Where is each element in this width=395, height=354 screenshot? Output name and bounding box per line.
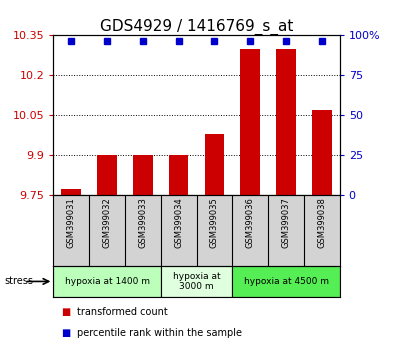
Text: ■: ■ — [61, 307, 70, 316]
Text: hypoxia at 4500 m: hypoxia at 4500 m — [243, 277, 329, 286]
Bar — [133, 155, 152, 195]
Text: GSM399037: GSM399037 — [282, 197, 290, 248]
Bar — [276, 48, 296, 195]
Bar — [241, 48, 260, 195]
Text: ■: ■ — [61, 328, 70, 338]
Title: GDS4929 / 1416769_s_at: GDS4929 / 1416769_s_at — [100, 19, 293, 35]
Bar — [169, 155, 188, 195]
Text: transformed count: transformed count — [77, 307, 168, 316]
Text: percentile rank within the sample: percentile rank within the sample — [77, 328, 242, 338]
Text: stress: stress — [4, 276, 33, 286]
Text: GSM399036: GSM399036 — [246, 197, 255, 248]
Bar — [97, 155, 117, 195]
Text: GSM399032: GSM399032 — [103, 197, 111, 247]
Text: hypoxia at 1400 m: hypoxia at 1400 m — [64, 277, 150, 286]
Text: GSM399031: GSM399031 — [67, 197, 76, 247]
Text: GSM399038: GSM399038 — [317, 197, 326, 248]
Text: GSM399035: GSM399035 — [210, 197, 219, 247]
Bar — [161, 266, 232, 297]
Bar — [312, 110, 332, 195]
Bar — [61, 189, 81, 195]
Bar — [205, 133, 224, 195]
Text: GSM399034: GSM399034 — [174, 197, 183, 247]
Bar — [232, 266, 340, 297]
Text: GSM399033: GSM399033 — [138, 197, 147, 248]
Bar — [53, 266, 161, 297]
Text: hypoxia at
3000 m: hypoxia at 3000 m — [173, 272, 220, 291]
